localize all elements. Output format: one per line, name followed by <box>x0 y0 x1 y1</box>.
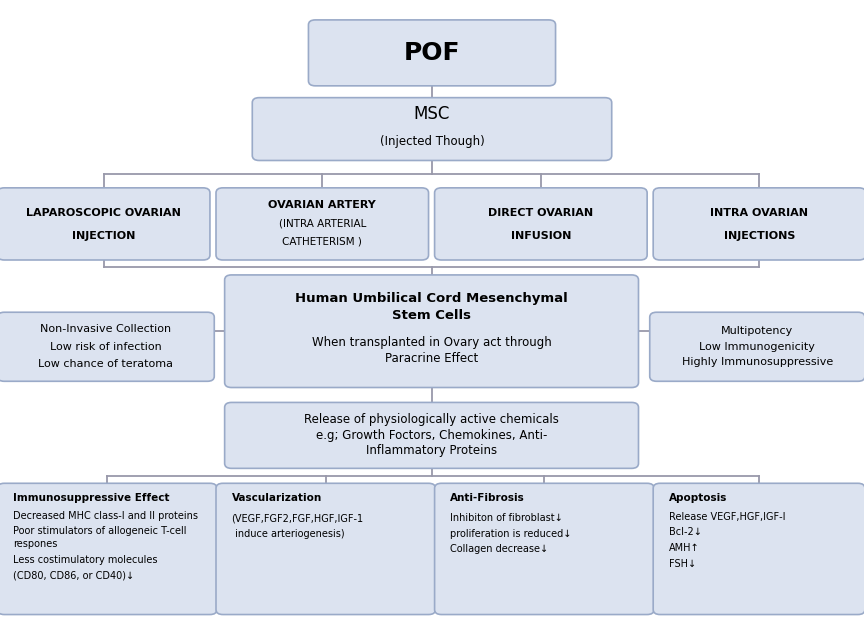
Text: Poor stimulators of allogeneic T-cell: Poor stimulators of allogeneic T-cell <box>13 526 187 536</box>
FancyBboxPatch shape <box>650 312 864 381</box>
Text: Human Umbilical Cord Mesenchymal: Human Umbilical Cord Mesenchymal <box>295 292 568 305</box>
Text: (INTRA ARTERIAL: (INTRA ARTERIAL <box>278 219 366 229</box>
Text: Collagen decrease↓: Collagen decrease↓ <box>450 544 549 554</box>
Text: (Injected Though): (Injected Though) <box>379 135 485 148</box>
Text: MSC: MSC <box>414 104 450 123</box>
Text: Less costimulatory molecules: Less costimulatory molecules <box>13 555 157 565</box>
Text: Immunosuppressive Effect: Immunosuppressive Effect <box>13 493 169 503</box>
Text: INFUSION: INFUSION <box>511 231 571 241</box>
FancyBboxPatch shape <box>216 188 429 260</box>
Text: Anti-Fibrosis: Anti-Fibrosis <box>450 493 525 503</box>
Text: e.g; Growth Foctors, Chemokines, Anti-: e.g; Growth Foctors, Chemokines, Anti- <box>316 429 547 442</box>
Text: POF: POF <box>403 41 461 65</box>
Text: Stem Cells: Stem Cells <box>392 309 471 322</box>
FancyBboxPatch shape <box>435 483 654 615</box>
Text: (CD80, CD86, or CD40)↓: (CD80, CD86, or CD40)↓ <box>13 570 134 580</box>
Text: Non-Invasive Collection: Non-Invasive Collection <box>41 324 171 335</box>
FancyBboxPatch shape <box>435 188 647 260</box>
FancyBboxPatch shape <box>653 483 864 615</box>
Text: Inflammatory Proteins: Inflammatory Proteins <box>366 445 497 457</box>
Text: Decreased MHC class-I and II proteins: Decreased MHC class-I and II proteins <box>13 511 198 521</box>
FancyBboxPatch shape <box>225 402 638 468</box>
FancyBboxPatch shape <box>216 483 435 615</box>
Text: Release VEGF,HGF,IGF-I: Release VEGF,HGF,IGF-I <box>669 512 785 522</box>
Text: INJECTIONS: INJECTIONS <box>724 231 795 241</box>
Text: LAPAROSCOPIC OVARIAN: LAPAROSCOPIC OVARIAN <box>26 208 181 218</box>
Text: FSH↓: FSH↓ <box>669 559 696 569</box>
Text: induce arteriogenesis): induce arteriogenesis) <box>232 529 344 539</box>
Text: (VEGF,FGF2,FGF,HGF,IGF-1: (VEGF,FGF2,FGF,HGF,IGF-1 <box>232 513 364 523</box>
Text: CATHETERISM ): CATHETERISM ) <box>283 236 362 246</box>
Text: Paracrine Effect: Paracrine Effect <box>385 352 478 365</box>
Text: Multipotency: Multipotency <box>721 326 793 337</box>
Text: INJECTION: INJECTION <box>72 231 136 241</box>
Text: OVARIAN ARTERY: OVARIAN ARTERY <box>269 200 376 210</box>
FancyBboxPatch shape <box>252 98 612 160</box>
Text: Release of physiologically active chemicals: Release of physiologically active chemic… <box>304 414 559 426</box>
Text: respones: respones <box>13 539 57 549</box>
Text: AMH↑: AMH↑ <box>669 543 699 553</box>
FancyBboxPatch shape <box>0 483 217 615</box>
Text: Apoptosis: Apoptosis <box>669 493 727 503</box>
Text: Vascularization: Vascularization <box>232 493 321 503</box>
FancyBboxPatch shape <box>0 312 214 381</box>
FancyBboxPatch shape <box>0 188 210 260</box>
Text: When transplanted in Ovary act through: When transplanted in Ovary act through <box>312 336 551 349</box>
Text: BcI-2↓: BcI-2↓ <box>669 527 702 537</box>
Text: Low Immunogenicity: Low Immunogenicity <box>699 341 816 352</box>
Text: Inhibiton of fibroblast↓: Inhibiton of fibroblast↓ <box>450 513 562 523</box>
FancyBboxPatch shape <box>653 188 864 260</box>
Text: proliferation is reduced↓: proliferation is reduced↓ <box>450 529 571 539</box>
FancyBboxPatch shape <box>308 20 556 86</box>
Text: Highly Immunosuppressive: Highly Immunosuppressive <box>682 357 833 368</box>
Text: DIRECT OVARIAN: DIRECT OVARIAN <box>488 208 594 218</box>
FancyBboxPatch shape <box>225 275 638 388</box>
Text: Low chance of teratoma: Low chance of teratoma <box>38 359 174 369</box>
Text: Low risk of infection: Low risk of infection <box>50 341 162 352</box>
Text: INTRA OVARIAN: INTRA OVARIAN <box>710 208 809 218</box>
